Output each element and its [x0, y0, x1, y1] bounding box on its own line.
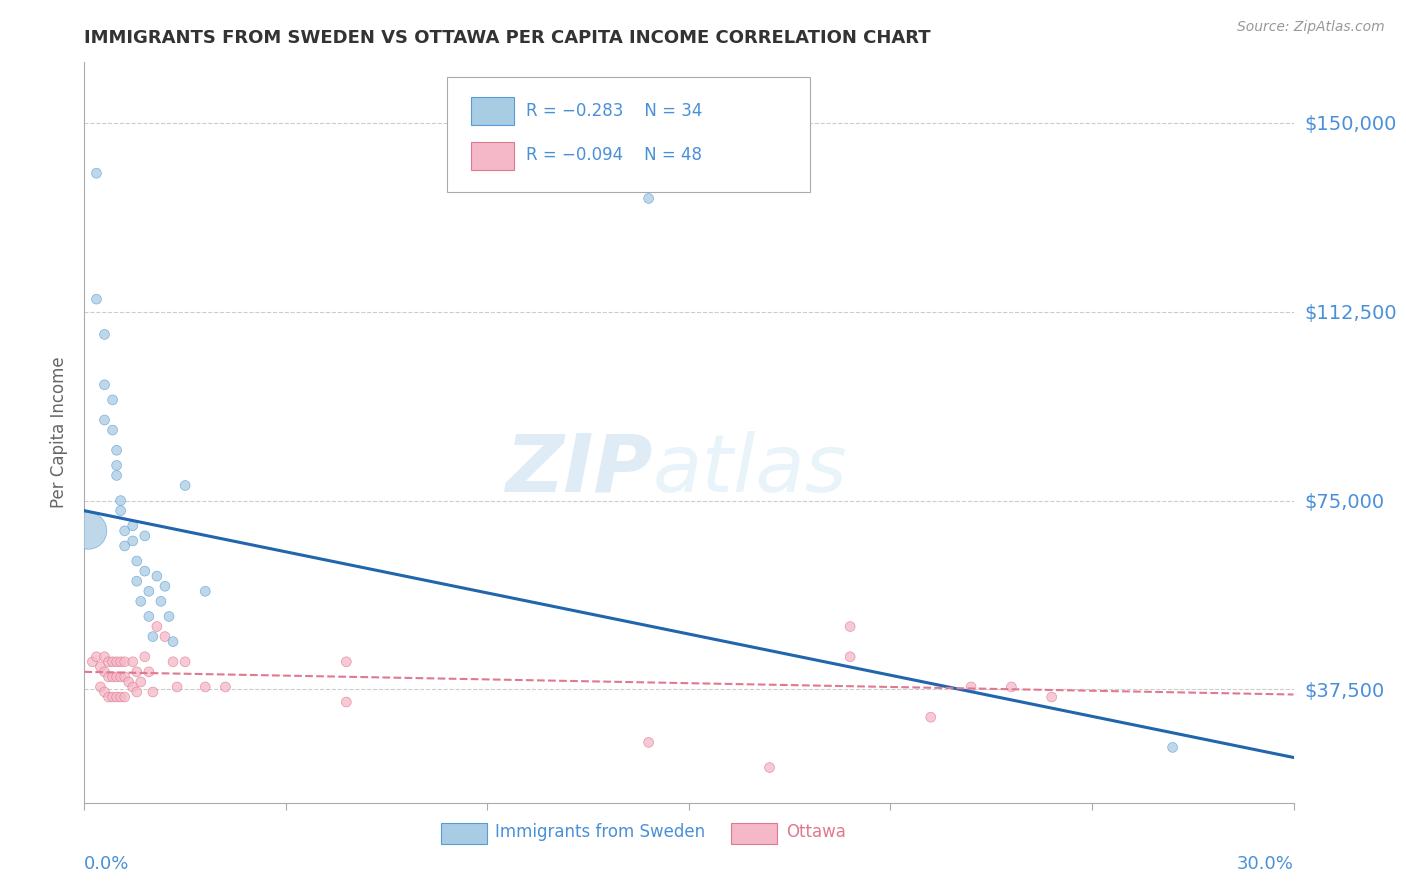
Point — [1040, 690, 1063, 704]
Point — [110, 690, 132, 704]
Point — [93, 649, 115, 664]
Point — [93, 665, 115, 679]
Text: Ottawa: Ottawa — [786, 823, 845, 841]
Point — [134, 649, 156, 664]
Point — [86, 649, 108, 664]
Point — [114, 690, 136, 704]
Point — [142, 630, 165, 644]
Y-axis label: Per Capita Income: Per Capita Income — [51, 357, 69, 508]
Point — [105, 458, 128, 473]
Point — [134, 564, 156, 578]
Point — [97, 655, 120, 669]
Point — [121, 533, 143, 548]
Point — [157, 609, 180, 624]
Point — [153, 630, 176, 644]
Point — [174, 655, 197, 669]
Point — [125, 665, 148, 679]
Point — [153, 579, 176, 593]
Point — [637, 735, 659, 749]
Point — [121, 680, 143, 694]
Point — [93, 377, 115, 392]
Point — [89, 680, 111, 694]
Point — [114, 524, 136, 538]
Point — [121, 655, 143, 669]
Point — [97, 690, 120, 704]
Point — [174, 478, 197, 492]
Text: IMMIGRANTS FROM SWEDEN VS OTTAWA PER CAPITA INCOME CORRELATION CHART: IMMIGRANTS FROM SWEDEN VS OTTAWA PER CAP… — [84, 29, 931, 47]
Text: ZIP: ZIP — [505, 431, 652, 508]
Point — [121, 518, 143, 533]
Point — [114, 539, 136, 553]
FancyBboxPatch shape — [471, 97, 513, 126]
Point — [214, 680, 236, 694]
Point — [86, 166, 108, 180]
Text: Immigrants from Sweden: Immigrants from Sweden — [495, 823, 706, 841]
Point — [138, 584, 160, 599]
Point — [97, 670, 120, 684]
Point — [114, 670, 136, 684]
FancyBboxPatch shape — [447, 78, 810, 192]
Point — [149, 594, 172, 608]
Point — [960, 680, 983, 694]
Point — [101, 392, 124, 407]
Point — [138, 609, 160, 624]
Point — [162, 634, 184, 648]
Point — [101, 670, 124, 684]
Text: Source: ZipAtlas.com: Source: ZipAtlas.com — [1237, 20, 1385, 34]
Point — [105, 443, 128, 458]
Point — [166, 680, 188, 694]
Point — [101, 655, 124, 669]
Point — [194, 680, 217, 694]
Text: R = −0.283    N = 34: R = −0.283 N = 34 — [526, 102, 702, 120]
Point — [335, 655, 357, 669]
Point — [138, 665, 160, 679]
Point — [125, 574, 148, 589]
Point — [125, 554, 148, 568]
Point — [129, 594, 152, 608]
Point — [105, 690, 128, 704]
Point — [758, 760, 780, 774]
Point — [93, 685, 115, 699]
Point — [101, 423, 124, 437]
Text: 30.0%: 30.0% — [1237, 855, 1294, 872]
Point — [1000, 680, 1022, 694]
Point — [105, 655, 128, 669]
Point — [118, 674, 141, 689]
Point — [101, 690, 124, 704]
Point — [110, 655, 132, 669]
Text: R = −0.094    N = 48: R = −0.094 N = 48 — [526, 146, 702, 164]
Point — [82, 655, 104, 669]
Text: 0.0%: 0.0% — [84, 855, 129, 872]
Text: atlas: atlas — [652, 431, 848, 508]
Point — [93, 327, 115, 342]
Point — [162, 655, 184, 669]
Point — [105, 468, 128, 483]
Point — [125, 685, 148, 699]
FancyBboxPatch shape — [731, 822, 778, 844]
Point — [89, 660, 111, 674]
Point — [86, 292, 108, 306]
Point — [114, 655, 136, 669]
Point — [93, 413, 115, 427]
Point — [142, 685, 165, 699]
Point — [129, 674, 152, 689]
Point — [839, 619, 862, 633]
Point — [920, 710, 942, 724]
Point — [134, 529, 156, 543]
Point — [146, 569, 169, 583]
Point — [146, 619, 169, 633]
Point — [839, 649, 862, 664]
Point — [110, 504, 132, 518]
Point — [335, 695, 357, 709]
FancyBboxPatch shape — [441, 822, 486, 844]
Point — [194, 584, 217, 599]
Point — [77, 524, 100, 538]
FancyBboxPatch shape — [471, 142, 513, 169]
Point — [105, 670, 128, 684]
Point — [637, 191, 659, 205]
Point — [110, 493, 132, 508]
Point — [1161, 740, 1184, 755]
Point — [110, 670, 132, 684]
